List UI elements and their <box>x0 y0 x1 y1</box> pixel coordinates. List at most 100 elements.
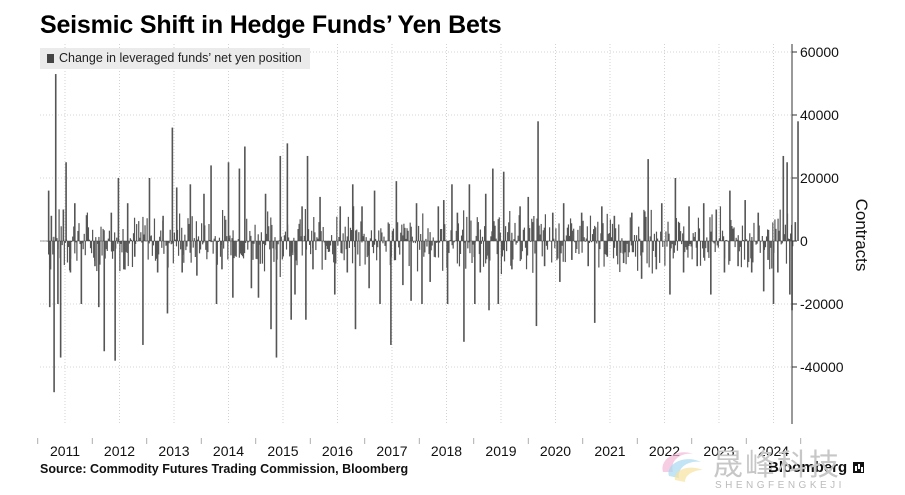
bar <box>506 241 508 252</box>
bar <box>642 241 644 253</box>
bar <box>420 234 422 241</box>
bar <box>159 236 161 241</box>
x-tick-label: 2023 <box>703 443 734 459</box>
bar <box>250 235 252 241</box>
bar <box>284 231 287 241</box>
bar <box>772 222 774 241</box>
bar <box>97 241 99 244</box>
legend: Change in leveraged funds’ net yen posit… <box>40 48 310 69</box>
bar <box>597 221 599 241</box>
bar <box>755 241 757 245</box>
y-tick-label: 20000 <box>800 170 839 186</box>
bar <box>286 143 289 241</box>
bar <box>779 209 781 241</box>
bar <box>364 241 366 265</box>
bar <box>721 230 724 241</box>
bar <box>709 217 711 241</box>
bar <box>670 241 672 249</box>
bar <box>463 210 465 241</box>
bar <box>771 241 773 269</box>
bar <box>561 241 563 246</box>
bar <box>576 241 578 250</box>
bar <box>756 241 758 244</box>
bar <box>736 239 738 241</box>
bar <box>787 238 790 241</box>
bar <box>155 241 158 259</box>
bar <box>456 212 459 241</box>
bar <box>142 216 144 241</box>
bar <box>316 237 318 241</box>
bar <box>283 235 286 241</box>
bar <box>172 241 174 264</box>
bar <box>114 241 116 361</box>
bar <box>493 221 495 241</box>
bar <box>324 241 327 260</box>
bar <box>114 232 116 241</box>
bar <box>666 241 668 247</box>
bar <box>521 241 523 252</box>
bar <box>123 241 125 270</box>
bar <box>373 190 376 241</box>
bar <box>534 241 536 254</box>
bar <box>722 236 725 241</box>
bar <box>728 241 730 265</box>
bar <box>184 234 186 241</box>
bar <box>63 241 65 266</box>
bar <box>66 241 69 263</box>
bar <box>282 241 284 257</box>
bar <box>161 241 163 248</box>
bar <box>354 241 356 248</box>
bar-series <box>46 74 799 393</box>
bar <box>619 241 621 273</box>
bar <box>201 223 203 241</box>
bar <box>75 241 77 243</box>
bar <box>750 241 752 259</box>
bar <box>162 215 164 241</box>
bar <box>48 241 51 308</box>
bar <box>424 241 426 253</box>
bar <box>693 236 695 241</box>
bar <box>679 231 682 241</box>
bar <box>54 74 57 241</box>
bar <box>369 238 371 241</box>
bar <box>775 228 777 241</box>
bar <box>61 241 63 246</box>
bar <box>529 228 531 241</box>
bar <box>647 159 649 241</box>
bar <box>173 232 175 241</box>
bar <box>345 241 347 250</box>
bar <box>710 231 712 241</box>
bar <box>514 222 516 241</box>
bar <box>315 241 317 251</box>
y-axis-label: Contracts <box>852 199 871 272</box>
bar <box>210 241 212 243</box>
bar <box>626 241 628 244</box>
bar <box>465 241 467 269</box>
bar <box>725 240 727 241</box>
bar <box>318 222 320 241</box>
bar <box>371 241 374 248</box>
bar <box>366 241 368 258</box>
bar <box>524 241 527 248</box>
bar <box>180 241 182 250</box>
bar <box>243 241 246 254</box>
bar <box>212 241 214 254</box>
x-tick-label: 2011 <box>50 443 80 459</box>
bar <box>78 223 80 241</box>
bar <box>713 241 715 244</box>
bar <box>683 226 685 241</box>
x-tick-label: 2024 <box>758 443 789 459</box>
bar <box>359 241 361 267</box>
bar <box>133 217 136 241</box>
bar <box>254 224 256 241</box>
bar <box>150 235 152 241</box>
bar <box>110 212 113 241</box>
bar <box>435 241 437 243</box>
bar <box>349 227 352 241</box>
bar <box>726 239 728 241</box>
bar <box>788 238 791 241</box>
bar <box>86 215 88 241</box>
bar <box>653 233 655 241</box>
bar <box>439 229 442 241</box>
bar <box>166 241 169 314</box>
